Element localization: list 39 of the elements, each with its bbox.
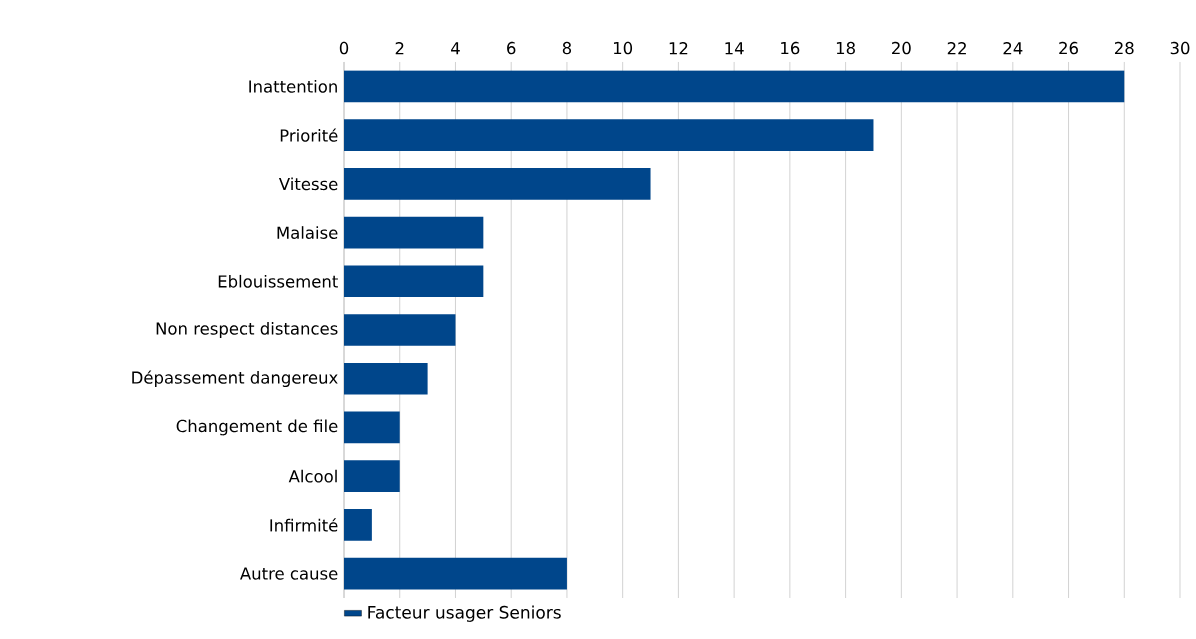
legend-label: Facteur usager Seniors — [368, 605, 561, 622]
bar — [344, 70, 1125, 103]
bar — [344, 411, 400, 444]
bar — [344, 314, 456, 346]
bar — [344, 216, 484, 249]
x-tick-label: 10 — [613, 41, 633, 55]
y-tick-label: Autre cause — [240, 567, 338, 580]
y-tick-label: Infirmité — [270, 518, 338, 532]
bar — [344, 460, 400, 493]
y-tick-label: Changement de file — [176, 419, 338, 436]
x-tick-label: 30 — [1170, 41, 1190, 55]
x-tick-label: 20 — [892, 41, 911, 55]
bar — [344, 509, 372, 541]
x-tick-label: 6 — [507, 41, 516, 55]
x-tick-label: 22 — [947, 42, 966, 55]
x-tick-label: 28 — [1114, 41, 1134, 55]
x-tick-label: 16 — [781, 41, 800, 55]
x-tick-label: 12 — [669, 42, 688, 55]
y-tick-label: Dépassement dangereux — [132, 370, 338, 388]
bar — [344, 119, 874, 151]
y-tick-label: Priorité — [280, 128, 338, 142]
x-tick-label: 18 — [836, 41, 855, 55]
bar — [344, 362, 428, 395]
x-tick-label: 24 — [1003, 42, 1023, 55]
bar — [344, 557, 567, 590]
bar — [344, 167, 651, 200]
x-tick-label: 8 — [562, 41, 572, 55]
x-tick-label: 4 — [451, 42, 460, 55]
y-tick-label: Eblouissement — [218, 274, 338, 288]
x-tick-label: 26 — [1059, 41, 1078, 55]
x-tick-label: 0 — [339, 41, 349, 55]
x-tick-label: 14 — [725, 42, 744, 55]
bar — [344, 265, 484, 298]
y-tick-label: Non respect distances — [156, 322, 338, 338]
x-tick-label: 2 — [395, 42, 404, 55]
y-tick-label: Alcool — [288, 469, 337, 483]
y-tick-label: Vitesse — [278, 177, 338, 191]
y-tick-label: Inattention — [249, 79, 337, 93]
y-tick-label: Malaise — [277, 226, 338, 239]
